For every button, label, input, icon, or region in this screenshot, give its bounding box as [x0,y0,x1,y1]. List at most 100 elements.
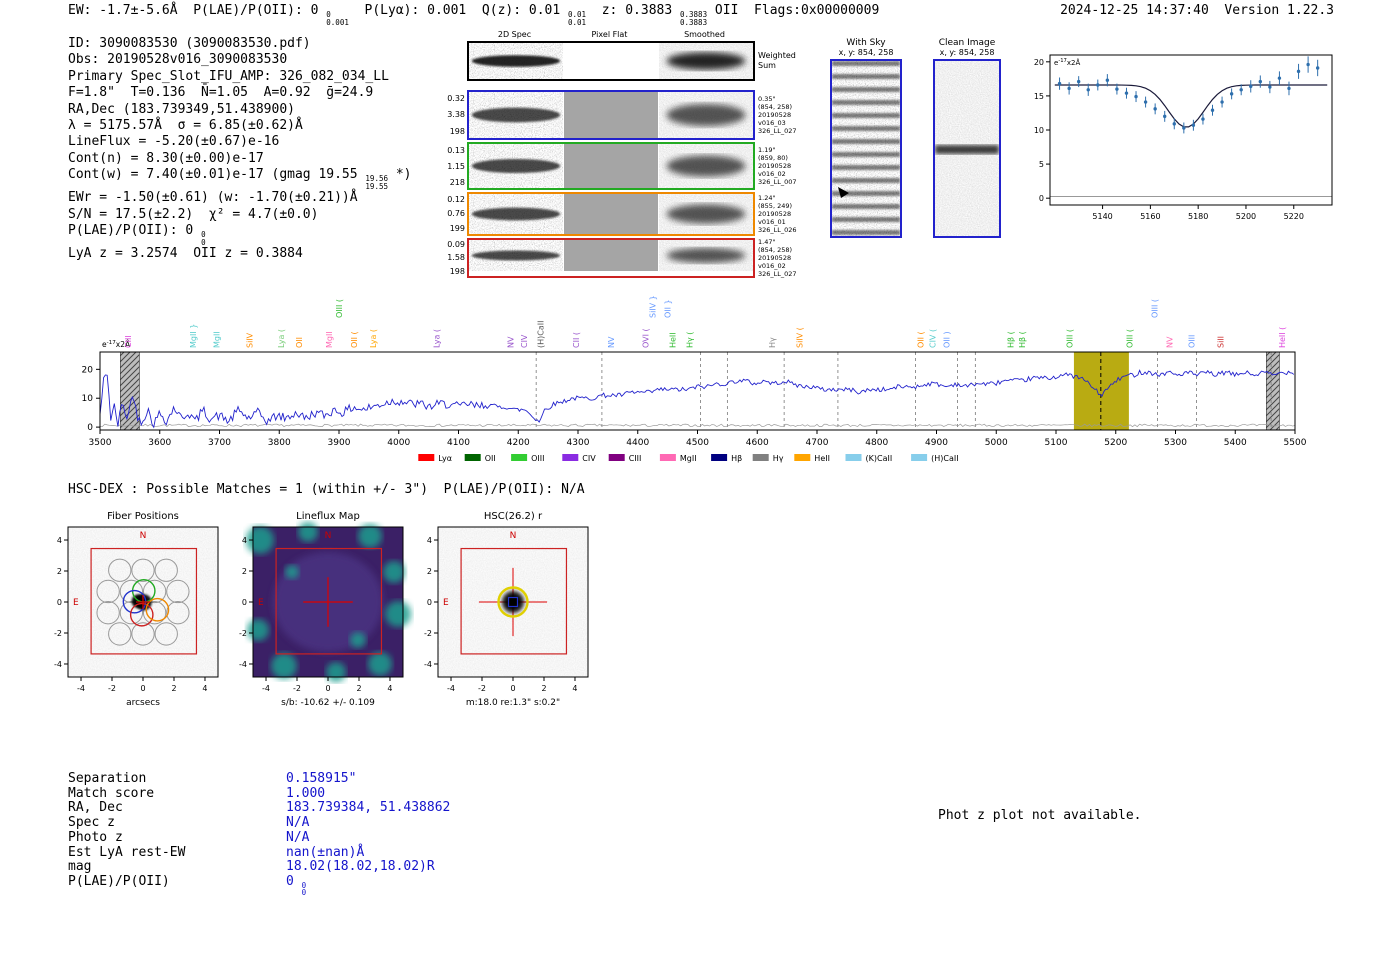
cutout-row-metrics: 0.32 3.38 198 [447,93,465,137]
svg-text:2: 2 [171,684,176,693]
col-header-pixelflat: Pixel Flat [591,30,628,39]
svg-text:5160: 5160 [1140,212,1160,221]
svg-text:4: 4 [572,684,577,693]
svg-text:CIV: CIV [520,334,529,348]
svg-text:Lya (: Lya ( [369,329,378,348]
legend-item: HeII [794,454,830,463]
svg-text:3900: 3900 [328,438,351,448]
clean-image-panel: Clean Image x, y: 854, 258 [930,38,1004,238]
svg-text:4800: 4800 [865,438,888,448]
svg-text:HeII (: HeII ( [1278,327,1287,348]
match-row-label: Spec z [68,815,115,831]
svg-text:-2: -2 [54,629,62,638]
svg-text:HSC(26.2) r: HSC(26.2) r [484,511,543,522]
svg-text:OII ): OII ) [943,331,952,348]
svg-text:-4: -4 [262,684,270,693]
cutout-cell-noisy [469,194,563,234]
svg-text:5000: 5000 [985,438,1008,448]
svg-text:CIII: CIII [629,454,642,463]
svg-text:SiIV (: SiIV ( [796,327,805,348]
cutout-row-annotation: 0.35" (854, 258) 20190528 v016_03 326_LL_027 [758,95,797,135]
cutout-image-strip [467,238,755,278]
svg-text:10: 10 [82,394,94,404]
svg-text:5100: 5100 [1045,438,1068,448]
svg-text:NV: NV [506,336,515,348]
svg-text:4700: 4700 [806,438,829,448]
cutout-image-strip [467,41,755,81]
svg-text:(K)CaII: (K)CaII [866,454,893,463]
legend-item: (K)CaII [845,454,893,463]
svg-text:0: 0 [242,598,247,607]
svg-text:0: 0 [87,423,93,433]
svg-text:-4: -4 [239,660,247,669]
match-row-label: Separation [68,771,147,786]
info-line: LyA z = 3.2574 OII z = 0.3884 [68,246,303,262]
cutout-row-metrics: 0.12 0.76 199 [447,194,465,234]
with-sky-panel: With Sky x, y: 854, 258 [826,38,906,238]
svg-text:e-17x2Å: e-17x2Å [1054,58,1080,67]
col-header-smoothed: Smoothed [684,30,725,39]
svg-text:Fiber Positions: Fiber Positions [107,511,179,522]
fiber-positions-panel: Fiber Positions -4 -4 -2 -2 0 0 2 2 4 4 arcsecs N E [54,511,219,708]
svg-text:-2: -2 [239,629,247,638]
svg-text:Hβ (: Hβ ( [1007,331,1016,348]
svg-text:Hγ: Hγ [768,337,777,348]
svg-text:4: 4 [387,684,392,693]
svg-text:E: E [73,598,79,608]
cutout-row: 0.09 1.58 198 1.47" (854, 258) 20190528 v016_0… [441,238,804,278]
cutout-cell-white [564,43,658,79]
match-row-label: Est LyA rest-EW [68,844,186,860]
legend-item: Lyα [418,454,452,463]
svg-text:3500: 3500 [89,438,112,448]
svg-text:Lya (: Lya ( [277,329,286,348]
hsc-cutout-panel: HSC(26.2) r -4 -4 -2 -2 0 0 2 2 4 4 m:18.0 re:1.3" … [424,511,589,708]
svg-text:15: 15 [1034,92,1044,101]
svg-text:MgII: MgII [680,454,697,463]
svg-text:0: 0 [140,684,145,693]
legend-item: OIII [511,454,544,463]
match-row: Match score 1.000 [68,786,450,802]
legend-item: MgII [659,454,697,463]
svg-text:0: 0 [1039,194,1044,203]
svg-text:SiII: SiII [1216,336,1225,348]
stacked-fraction: 0.3883 0.3883 [680,10,708,27]
svg-text:MgII }: MgII } [189,324,198,348]
svg-text:OIII (: OIII ( [1125,329,1134,348]
svg-text:CIV: CIV [582,454,596,463]
svg-text:-4: -4 [54,660,62,669]
match-row-value: 0.158915" [286,771,357,786]
cutout-cell-noisy [469,144,563,188]
info-line: λ = 5175.57Å σ = 6.85(±0.62)Å [68,118,303,134]
match-row: Est LyA rest-EW nan(±nan)Å [68,844,450,861]
info-line: Obs: 20190528v016_3090083530 [68,52,288,68]
svg-text:5220: 5220 [1284,212,1304,221]
svg-text:OII (: OII ( [916,331,925,348]
match-row-value: nan(±nan)Å [286,844,365,860]
svg-text:OII: OII [295,337,304,348]
svg-text:4: 4 [242,536,247,545]
svg-text:SiIV }: SiIV } [649,295,658,318]
svg-text:OIII (: OIII ( [335,299,344,318]
svg-text:N: N [325,531,332,541]
svg-text:2: 2 [427,567,432,576]
cutout-row-metrics [441,41,467,81]
svg-text:4: 4 [57,536,62,545]
info-line: F=1.8" T=0.136 N̄=1.05 A=0.92 ḡ=24.9 [68,85,374,101]
svg-text:4400: 4400 [626,438,649,448]
with-sky-title: With Sky [846,38,886,48]
cutout-row-annotation: 1.24" (855, 249) 20190528 v016_01 326_LL_026 [758,194,797,234]
info-line: RA,Dec (183.739349,51.438900) [68,101,295,117]
clean-image-coords: x, y: 854, 258 [939,48,995,57]
legend-item: OII [464,454,496,463]
detection-info-block: ID: 3090083530 (3090083530.pdf) Obs: 2019… [68,36,411,262]
match-row-value: 18.02(18.02,18.02)R [286,859,435,875]
summary-bar: EW: -1.7±-5.6Å P(LAE)/P(OII): 0 0 0.001 P… [68,3,1334,26]
spec2d-cutouts: 2D Spec Pixel Flat Smoothed Weighted Sum 0… [441,30,804,280]
svg-text:CII (: CII ( [572,332,581,348]
svg-text:CIII: CIII [124,335,133,348]
cutout-row: 0.12 0.76 199 1.24" (855, 249) 20190528 v016_0… [441,192,804,236]
info-line: ID: 3090083530 (3090083530.pdf) [68,36,311,51]
